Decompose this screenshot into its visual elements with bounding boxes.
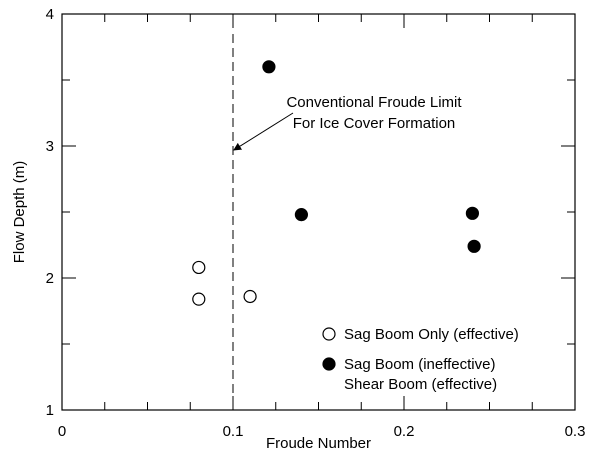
legend-open-circle-icon [322,327,336,341]
y-tick-label: 1 [46,402,54,419]
data-point-filled [467,239,481,253]
data-point-filled [262,60,276,74]
data-point-open [192,292,206,306]
x-axis-title: Froude Number [266,435,371,452]
data-point-open [243,289,257,304]
x-tick-label: 0.3 [565,423,586,440]
annotation-line-2: For Ice Cover Formation [293,115,456,132]
axis-ticks [61,13,576,411]
legend-label-sag-boom-only: Sag Boom Only (effective) [344,326,519,343]
y-tick-label: 2 [46,270,54,287]
x-tick-label: 0.2 [394,423,415,440]
annotation-arrow [233,112,294,151]
legend-label-shear-boom-effective: Shear Boom (effective) [344,376,497,393]
data-point-filled [294,208,308,222]
y-tick-label: 4 [46,6,54,23]
x-tick-label: 0.1 [223,423,244,440]
y-tick-label: 3 [46,138,54,155]
data-point-open [192,260,206,275]
data-points [192,60,481,306]
x-tick-labels: 0 0.1 0.2 0.3 [58,423,586,440]
y-axis-title: Flow Depth (m) [11,161,28,264]
data-point-filled [465,206,479,220]
y-tick-labels: 1 2 3 4 [46,6,54,419]
annotation-line-1: Conventional Froude Limit [286,94,462,111]
legend: Sag Boom Only (effective) Sag Boom (inef… [322,326,519,393]
legend-label-sag-boom-ineffective: Sag Boom (ineffective) [344,356,495,373]
legend-filled-circle-icon [322,357,336,371]
x-tick-label: 0 [58,423,66,440]
plot-frame [61,13,576,411]
